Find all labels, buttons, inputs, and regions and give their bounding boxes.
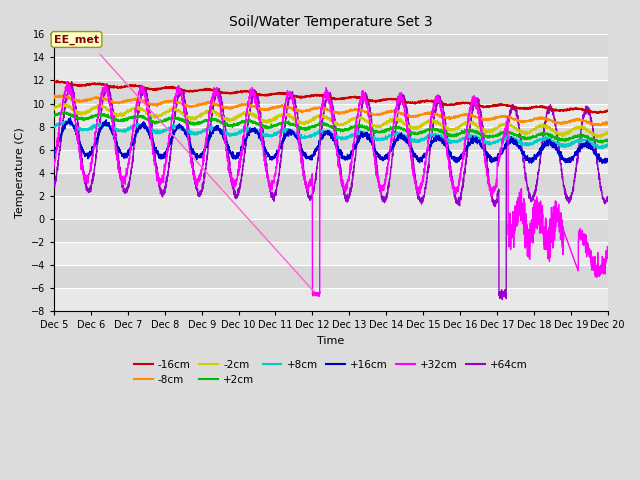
Bar <box>54 150 608 173</box>
Bar <box>54 104 608 127</box>
Bar <box>54 265 608 288</box>
Title: Soil/Water Temperature Set 3: Soil/Water Temperature Set 3 <box>229 15 433 29</box>
Legend: -16cm, -8cm, -2cm, +2cm, +8cm, +16cm, +32cm, +64cm: -16cm, -8cm, -2cm, +2cm, +8cm, +16cm, +3… <box>130 356 532 389</box>
Y-axis label: Temperature (C): Temperature (C) <box>15 128 25 218</box>
Bar <box>54 196 608 219</box>
Bar <box>54 173 608 196</box>
Bar <box>54 242 608 265</box>
Bar <box>54 81 608 104</box>
Bar <box>54 288 608 312</box>
Bar <box>54 219 608 242</box>
X-axis label: Time: Time <box>317 336 344 346</box>
Bar <box>54 127 608 150</box>
Bar <box>54 58 608 81</box>
Bar <box>54 35 608 58</box>
Text: EE_met: EE_met <box>54 35 99 45</box>
